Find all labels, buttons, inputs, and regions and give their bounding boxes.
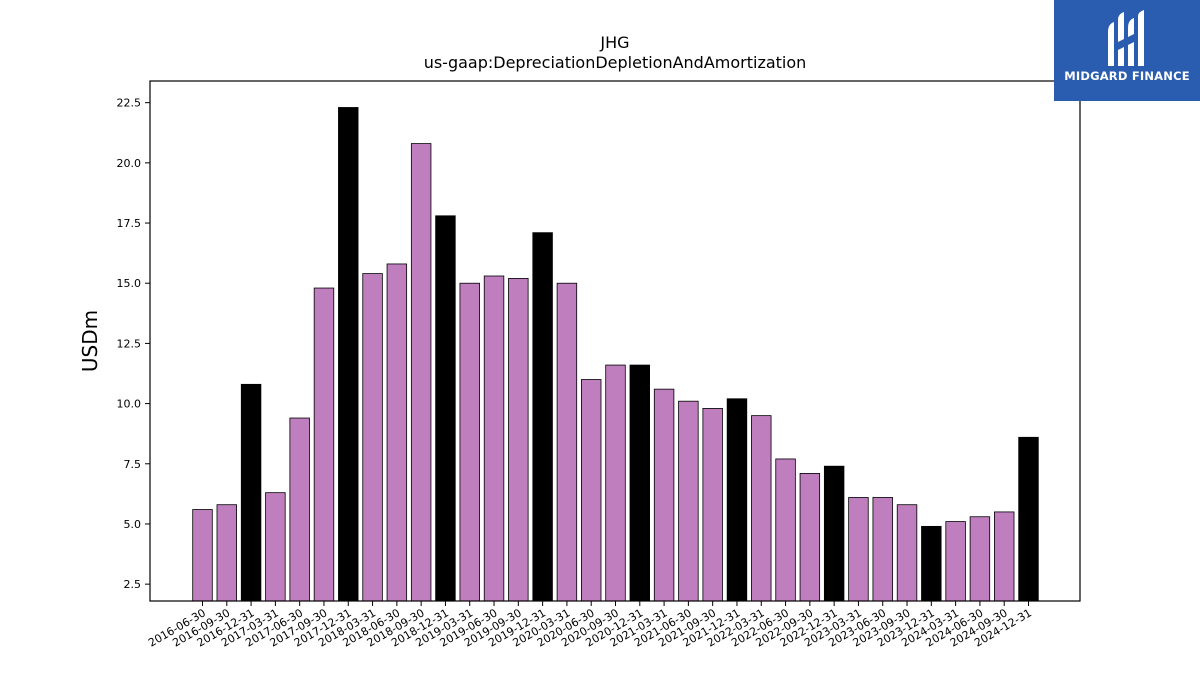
bar-2017-09-30: [313, 287, 335, 602]
y-tick-label: 22.5: [117, 97, 142, 110]
bar-2019-12-31: [532, 232, 553, 602]
bar-2018-03-31: [362, 273, 383, 602]
y-tick-label: 10.0: [117, 398, 142, 411]
bar-2020-06-30: [581, 379, 602, 602]
y-tick-label: 5.0: [124, 518, 142, 531]
brand-name: MIDGARD FINANCE: [1064, 69, 1190, 83]
bar-2016-12-31: [240, 383, 262, 602]
y-tick-label: 20.0: [117, 157, 142, 170]
x-axis-ticks: 2016-06-302016-09-302016-12-312017-03-31…: [146, 601, 1034, 650]
bar-2021-03-31: [653, 388, 675, 602]
bar-2016-09-30: [216, 504, 237, 602]
y-tick-label: 12.5: [117, 337, 142, 350]
bar-2022-03-31: [751, 415, 772, 602]
bar-2022-06-30: [775, 458, 796, 602]
bar-2024-12-31: [1018, 436, 1039, 602]
bar-2021-09-30: [702, 408, 723, 602]
bar-2020-03-31: [556, 282, 578, 602]
bar-2023-09-30: [896, 504, 918, 602]
bar-2021-06-30: [678, 400, 699, 602]
y-tick-label: 15.0: [117, 277, 142, 290]
bar-2024-03-31: [945, 521, 966, 602]
bar-2024-09-30: [994, 511, 1015, 602]
y-tick-label: 7.5: [124, 458, 142, 471]
bar-2019-06-30: [483, 275, 505, 602]
y-axis-ticks: 2.5 5.0 7.5 10.0 12.5 15.0 17.5 20.0 22.5: [117, 97, 150, 591]
bars-group: [192, 107, 1039, 602]
bar-2023-12-31: [921, 525, 942, 602]
y-tick-label: 2.5: [124, 578, 142, 591]
midgard-logo-icon: [1108, 10, 1144, 66]
y-tick-label: 17.5: [117, 217, 142, 230]
bar-2020-12-31: [629, 364, 650, 602]
bar-2023-06-30: [872, 497, 893, 602]
bar-2022-09-30: [799, 473, 821, 602]
bar-2018-09-30: [410, 143, 432, 602]
bar-2023-03-31: [848, 497, 869, 602]
bar-2020-09-30: [605, 364, 626, 602]
bar-2019-03-31: [459, 282, 480, 602]
plot-frame: [149, 80, 1081, 602]
y-axis-label: USDm: [78, 310, 102, 372]
chart-subtitle: us-gaap:DepreciationDepletionAndAmortiza…: [424, 53, 807, 72]
bar-2021-12-31: [726, 398, 748, 602]
bar-2017-06-30: [289, 417, 310, 602]
bar-2016-06-30: [192, 509, 213, 602]
bar-2024-06-30: [969, 516, 991, 602]
bar-2022-12-31: [823, 465, 845, 602]
brand-logo: MIDGARD FINANCE: [1054, 0, 1200, 101]
bar-2018-12-31: [435, 215, 456, 602]
bar-2019-09-30: [508, 278, 529, 602]
bar-2018-06-30: [386, 263, 408, 602]
bar-2017-03-31: [265, 492, 286, 602]
bar-2017-12-31: [338, 107, 359, 602]
chart-title: JHG: [599, 33, 629, 52]
